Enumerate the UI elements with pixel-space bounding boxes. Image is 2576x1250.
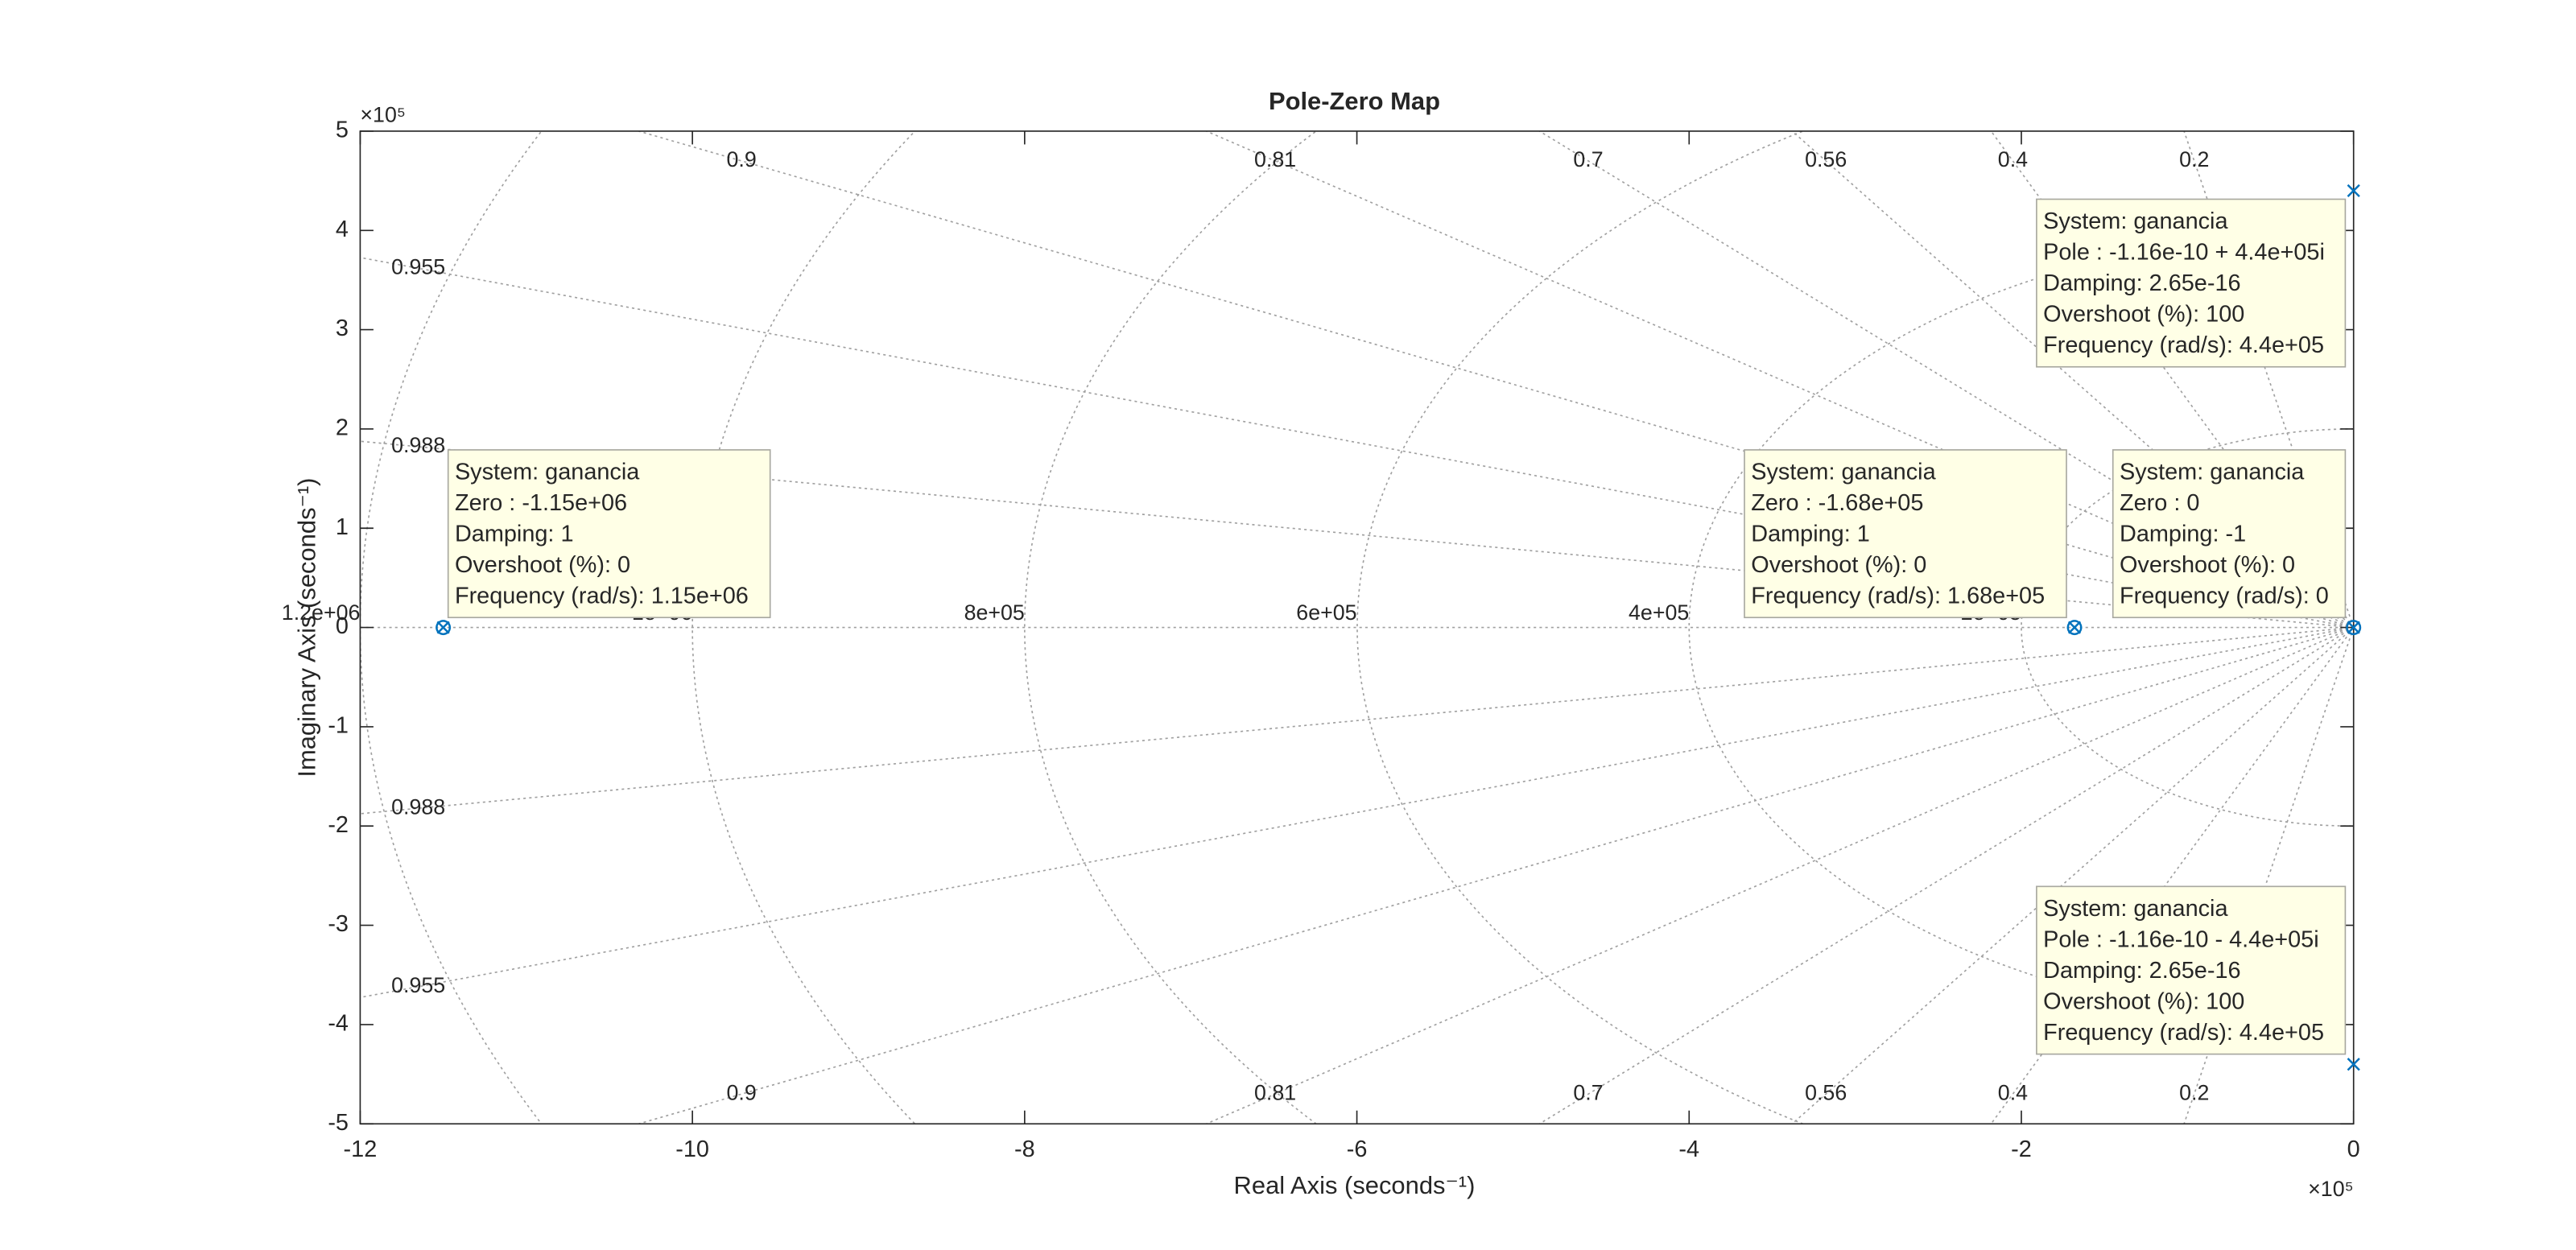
datatip-text: System: ganancia <box>1751 459 1936 485</box>
datatip-text: Overshoot (%): 0 <box>2120 552 2295 578</box>
datatip-text: Damping: -1 <box>2120 522 2246 547</box>
y-tick-label: 4 <box>336 217 349 242</box>
datatip-text: Damping: 2.65e-16 <box>2043 270 2240 296</box>
datatip-text: Frequency (rad/s): 4.4e+05 <box>2043 332 2324 358</box>
damping-label: 0.988 <box>391 794 445 819</box>
pole-marker <box>2347 184 2360 198</box>
datatip-text: Damping: 2.65e-16 <box>2043 958 2240 984</box>
pole-marker <box>2067 621 2082 634</box>
damping-label: 0.81 <box>1254 1080 1296 1104</box>
datatip-text: Frequency (rad/s): 1.68e+05 <box>1751 584 2045 609</box>
datatip-box <box>447 449 771 619</box>
damping-label: 0.4 <box>1998 1080 2028 1104</box>
x-axis-label: Real Axis (seconds⁻¹) <box>1234 1171 1476 1199</box>
y-tick-label: -5 <box>328 1110 349 1136</box>
datatip-text: Damping: 1 <box>455 522 574 547</box>
frequency-arc <box>2021 428 2354 827</box>
frequency-arc <box>1688 229 2354 1025</box>
datatip-text: System: ganancia <box>2043 208 2228 234</box>
damping-label: 0.955 <box>391 254 445 278</box>
damping-label: 0.988 <box>391 433 445 457</box>
datatip-text: Pole : -1.16e-10 - 4.4e+05i <box>2043 926 2319 952</box>
datatip-box <box>1744 449 2067 619</box>
y-tick-label: -3 <box>328 911 349 937</box>
chart-title: Pole-Zero Map <box>1269 87 1440 115</box>
frequency-label: 8e+05 <box>964 600 1025 625</box>
damping-label: 0.955 <box>391 973 445 997</box>
zero-marker <box>2346 620 2362 636</box>
datatip-box <box>2036 198 2347 368</box>
damping-label: 0.2 <box>2179 1080 2209 1104</box>
datatip-text: Frequency (rad/s): 0 <box>2120 584 2329 609</box>
y-tick-label: 1 <box>336 514 349 540</box>
frequency-label: 1.2e+06 <box>282 600 361 625</box>
datatip-text: Overshoot (%): 100 <box>2043 989 2244 1015</box>
frequency-label: 4e+05 <box>1629 600 1689 625</box>
damping-label: 0.7 <box>1573 1080 1603 1104</box>
datatip-box <box>2036 885 2347 1055</box>
y-tick-label: -1 <box>328 713 349 739</box>
x-tick-label: -2 <box>2011 1137 2032 1162</box>
x-tick-label: -10 <box>675 1137 709 1162</box>
y-tick-label: -2 <box>328 812 349 838</box>
x-tick-label: 0 <box>2347 1137 2360 1162</box>
y-tick-label: 3 <box>336 316 349 341</box>
damping-label: 0.56 <box>1805 1080 1847 1104</box>
datatip-text: System: ganancia <box>455 459 640 485</box>
damping-label: 0.9 <box>727 147 757 171</box>
datatip-text: System: ganancia <box>2043 896 2228 922</box>
zero-marker <box>436 620 452 636</box>
damping-label: 0.7 <box>1573 147 1603 171</box>
datatip-text: System: ganancia <box>2120 459 2305 485</box>
y-tick-label: 5 <box>336 118 349 143</box>
x-exponent: ×10⁵ <box>2308 1177 2354 1201</box>
pole-marker <box>436 621 450 634</box>
datatip-text: Frequency (rad/s): 1.15e+06 <box>455 584 749 609</box>
datatip-text: Overshoot (%): 0 <box>455 552 630 578</box>
damping-label: 0.9 <box>727 1080 757 1104</box>
pole-marker <box>2347 621 2360 634</box>
x-tick-label: -6 <box>1347 1137 1368 1162</box>
datatip-text: Frequency (rad/s): 4.4e+05 <box>2043 1020 2324 1046</box>
y-exponent: ×10⁵ <box>360 102 406 126</box>
y-axis-label: Imaginary Axis (seconds⁻¹) <box>293 478 321 778</box>
damping-label: 0.56 <box>1805 147 1847 171</box>
x-tick-label: -4 <box>1678 1137 1699 1162</box>
datatip-text: Overshoot (%): 100 <box>2043 302 2244 328</box>
damping-label: 0.2 <box>2179 147 2209 171</box>
datatip-text: Damping: 1 <box>1751 522 1870 547</box>
pole-marker <box>2347 1058 2360 1071</box>
y-tick-label: 0 <box>336 613 349 639</box>
datatip-text: Zero : 0 <box>2120 490 2199 516</box>
datatip-text: Zero : -1.68e+05 <box>1751 490 1923 516</box>
damping-label: 0.4 <box>1998 147 2028 171</box>
datatip-text: Overshoot (%): 0 <box>1751 552 1926 578</box>
zero-marker <box>2066 620 2083 636</box>
y-tick-label: 2 <box>336 415 349 441</box>
datatip-text: Pole : -1.16e-10 + 4.4e+05i <box>2043 240 2325 266</box>
y-tick-label: -4 <box>328 1011 349 1037</box>
damping-label: 0.81 <box>1254 147 1296 171</box>
datatip-text: Zero : -1.15e+06 <box>455 490 627 516</box>
x-tick-label: -12 <box>344 1137 378 1162</box>
x-tick-label: -8 <box>1014 1137 1035 1162</box>
frequency-label: 6e+05 <box>1296 600 1356 625</box>
datatip-box <box>2112 449 2347 619</box>
